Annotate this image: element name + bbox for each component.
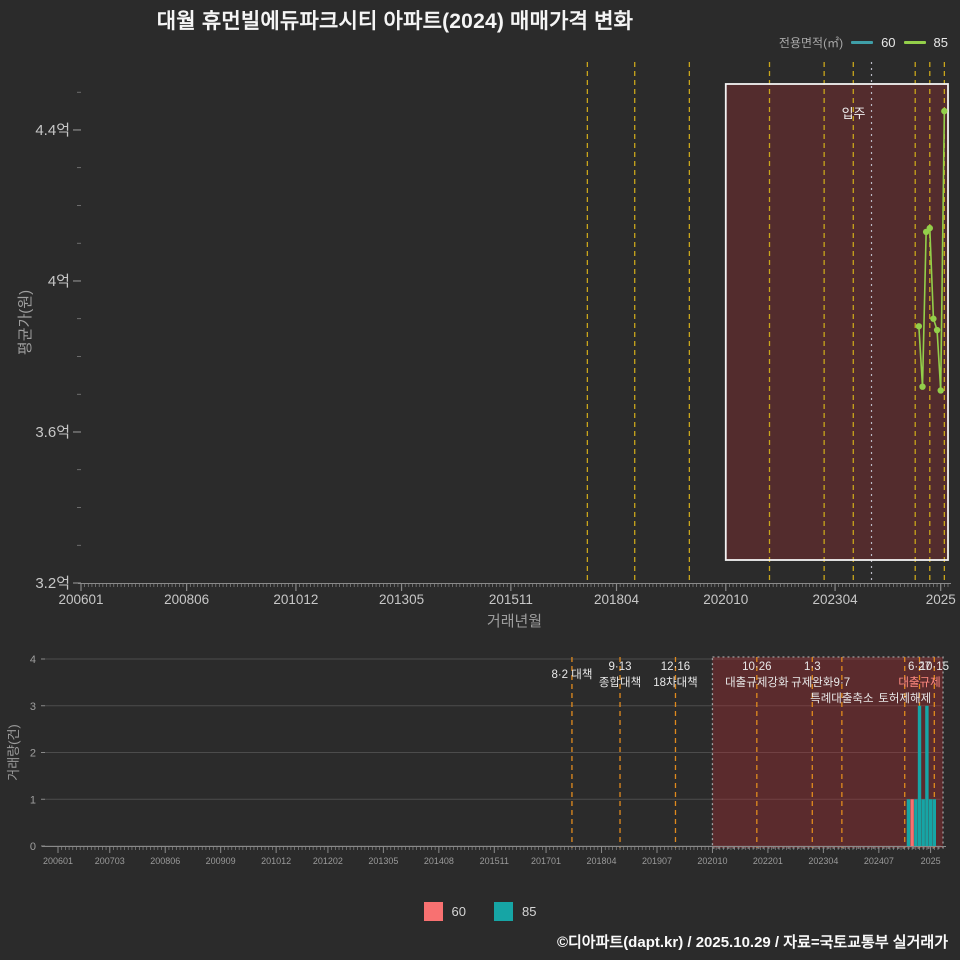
svg-text:1·3: 1·3 xyxy=(804,661,821,673)
volume-legend: 60 85 xyxy=(0,902,960,921)
svg-text:202304: 202304 xyxy=(813,592,859,607)
svg-text:202304: 202304 xyxy=(808,856,838,866)
svg-text:201907: 201907 xyxy=(642,856,672,866)
svg-text:4: 4 xyxy=(30,654,36,666)
svg-text:200601: 200601 xyxy=(43,856,73,866)
svg-text:12·16: 12·16 xyxy=(661,661,690,673)
svg-text:201511: 201511 xyxy=(489,592,533,607)
svg-text:201511: 201511 xyxy=(480,856,509,866)
legend-line-60-icon xyxy=(851,41,874,44)
svg-text:토허제해제: 토허제해제 xyxy=(878,692,931,705)
svg-text:202010: 202010 xyxy=(703,592,748,607)
svg-text:평균가(원): 평균가(원) xyxy=(17,290,34,355)
svg-text:10·15: 10·15 xyxy=(920,661,949,673)
svg-text:202407: 202407 xyxy=(864,856,894,866)
svg-text:201305: 201305 xyxy=(368,856,398,866)
svg-text:200909: 200909 xyxy=(206,856,236,866)
svg-text:201701: 201701 xyxy=(531,856,561,866)
svg-text:202201: 202201 xyxy=(753,856,783,866)
svg-text:규제완화: 규제완화 xyxy=(791,676,834,689)
volume-legend-label-85: 85 xyxy=(522,904,537,919)
svg-text:2025: 2025 xyxy=(926,592,956,607)
svg-text:거래년월: 거래년월 xyxy=(487,613,542,630)
svg-text:201012: 201012 xyxy=(261,856,291,866)
svg-text:입주: 입주 xyxy=(842,106,866,121)
legend-label-85: 85 xyxy=(933,35,948,50)
svg-text:2: 2 xyxy=(30,748,36,760)
svg-text:200601: 200601 xyxy=(58,592,103,607)
legend-line-85-icon xyxy=(903,41,926,44)
svg-text:3.6억: 3.6억 xyxy=(35,424,70,441)
chart-title: 대월 휴먼빌에듀파크시티 아파트(2024) 매매가격 변화 xyxy=(156,10,634,33)
svg-text:3: 3 xyxy=(30,701,36,713)
legend-label-60: 60 xyxy=(881,35,896,50)
svg-text:201305: 201305 xyxy=(379,592,424,607)
svg-text:200806: 200806 xyxy=(150,856,180,866)
volume-chart: 0 1 2 3 4 200601 200703 200806 200909 201012 20120… xyxy=(6,654,949,866)
svg-text:201012: 201012 xyxy=(273,592,318,607)
svg-text:대출규제강화: 대출규제강화 xyxy=(725,676,789,689)
svg-text:18차대책: 18차대책 xyxy=(653,675,698,689)
svg-text:대출규제: 대출규제 xyxy=(898,676,940,689)
volume-legend-label-60: 60 xyxy=(451,904,466,919)
svg-text:8·2 대책: 8·2 대책 xyxy=(551,667,592,681)
svg-text:10·26: 10·26 xyxy=(742,661,771,673)
svg-text:0: 0 xyxy=(30,841,36,853)
svg-text:201202: 201202 xyxy=(313,856,343,866)
area-legend-label: 전용면적(㎡) xyxy=(778,36,844,50)
svg-text:202010: 202010 xyxy=(697,856,727,866)
svg-text:특례대출축소: 특례대출축소 xyxy=(810,692,873,705)
footer-credit: ©디아파트(dapt.kr) / 2025.10.29 / 자료=국토교통부 실… xyxy=(556,934,948,951)
svg-text:1: 1 xyxy=(30,794,36,806)
volume-legend-item-60: 60 xyxy=(423,902,466,921)
svg-text:종합대책: 종합대책 xyxy=(599,675,641,689)
svg-text:200806: 200806 xyxy=(164,592,209,607)
svg-text:9·7: 9·7 xyxy=(834,677,851,689)
area-legend: 전용면적(㎡) 60 85 xyxy=(779,34,948,51)
svg-text:거래량(건): 거래량(건) xyxy=(6,724,21,781)
price-chart: 입주 200601 200806 201012 201305 201511 201804 20… xyxy=(17,62,956,630)
volume-legend-item-85: 85 xyxy=(494,902,536,921)
svg-text:201804: 201804 xyxy=(594,592,640,607)
svg-text:201408: 201408 xyxy=(424,856,454,866)
svg-text:6·27: 6·27 xyxy=(908,661,931,673)
svg-text:9·13: 9·13 xyxy=(609,661,632,673)
svg-text:201804: 201804 xyxy=(587,856,617,866)
svg-text:2025: 2025 xyxy=(921,856,941,866)
svg-text:3.2억: 3.2억 xyxy=(35,575,70,592)
svg-text:200703: 200703 xyxy=(95,856,125,866)
legend-swatch-85-icon xyxy=(494,902,513,921)
legend-swatch-60-icon xyxy=(423,902,443,921)
svg-text:4억: 4억 xyxy=(48,273,70,290)
svg-text:4.4억: 4.4억 xyxy=(35,122,70,139)
